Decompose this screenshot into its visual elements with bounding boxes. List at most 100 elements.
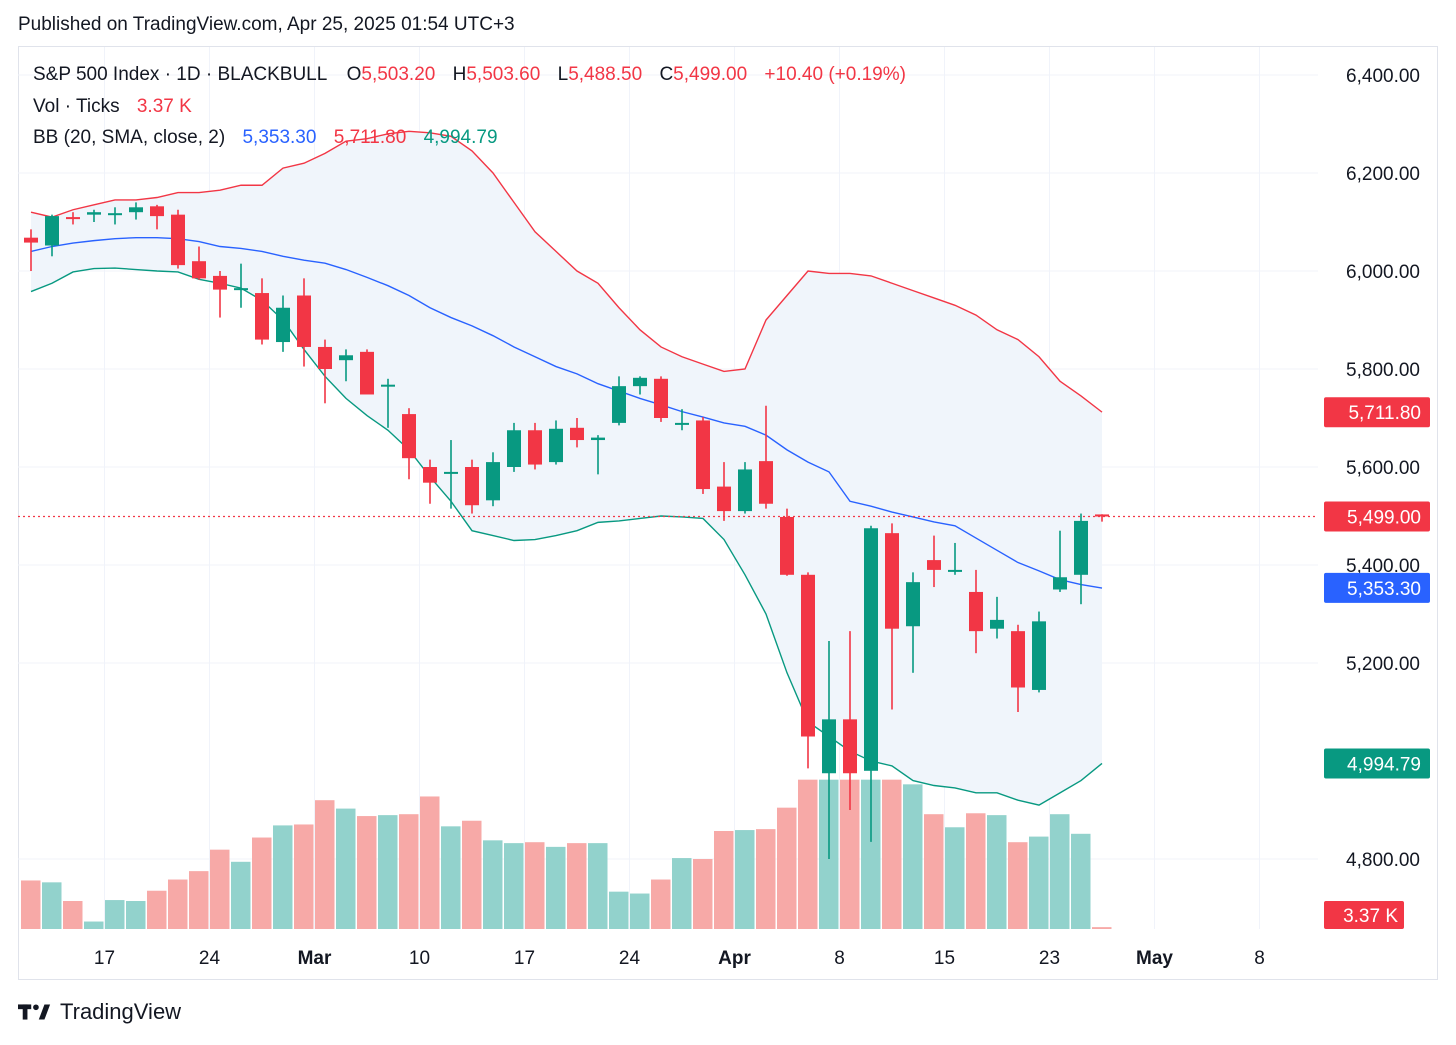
volume-bar: [609, 891, 629, 929]
volume-bar: [798, 779, 818, 929]
candle: [864, 525, 878, 842]
candle: [1074, 513, 1088, 605]
volume-bar: [525, 842, 545, 929]
price-badge-label: 4,994.79: [1347, 755, 1421, 776]
candle-body: [885, 533, 899, 629]
volume-bar: [126, 901, 146, 929]
candle-body: [150, 206, 164, 217]
bb-upper-value: 5,711.80: [333, 127, 407, 148]
candle: [633, 376, 647, 395]
candle-body: [192, 261, 206, 279]
volume-bar: [735, 830, 755, 929]
candle-body: [612, 386, 626, 423]
candle: [1095, 514, 1109, 522]
candle: [969, 569, 983, 654]
tradingview-brand[interactable]: TradingView: [18, 999, 181, 1025]
candle: [213, 271, 227, 318]
x-tick-label: 24: [199, 948, 221, 969]
price-badge-bg: [1324, 397, 1430, 428]
candle-body: [129, 207, 143, 213]
candle: [1011, 624, 1025, 712]
volume-value: 3.37 K: [136, 96, 192, 117]
candle: [675, 409, 689, 431]
candle-body: [402, 414, 416, 459]
candle: [66, 212, 80, 225]
volume-bar: [777, 807, 797, 929]
price-badge: 4,994.79: [1324, 748, 1430, 779]
candlesticks: [24, 202, 1109, 859]
candle-body: [948, 569, 962, 572]
bb-lower-line: [30, 267, 1103, 806]
published-line: Published on TradingView.com, Apr 25, 20…: [18, 14, 515, 35]
chart-frame: [18, 46, 1438, 980]
volume-bar: [966, 813, 986, 929]
candle: [360, 349, 374, 395]
volume-bar: [882, 779, 902, 929]
x-tick-label: 8: [834, 948, 845, 969]
candle: [108, 207, 122, 225]
candle-body: [381, 384, 395, 387]
volume-bar: [1071, 833, 1091, 929]
candle: [696, 417, 710, 494]
candle-body: [318, 346, 332, 369]
volume-bar: [651, 879, 671, 929]
candle-body: [507, 430, 521, 467]
price-badge-label: 5,499.00: [1347, 507, 1421, 528]
candle-body: [717, 486, 731, 512]
candle-body: [864, 528, 878, 771]
volume-bar: [189, 871, 209, 929]
candle: [1032, 611, 1046, 693]
price-badge-bg: [1324, 748, 1430, 779]
candle: [549, 420, 563, 465]
candle-body: [822, 719, 836, 774]
candle-body: [444, 471, 458, 474]
candle-body: [465, 467, 479, 506]
candle: [843, 631, 857, 810]
candle-body: [591, 437, 605, 441]
close-label: C: [659, 64, 674, 85]
candle: [339, 349, 353, 382]
candle: [87, 209, 101, 222]
candle-body: [1032, 621, 1046, 690]
volume-bar: [483, 840, 503, 929]
candle: [192, 246, 206, 280]
volume-bar: [945, 827, 965, 929]
x-tick-label: 17: [94, 948, 115, 969]
candle-body: [654, 378, 668, 418]
low-value: 5,488.50: [568, 64, 643, 85]
open-label: O: [346, 64, 362, 85]
symbol-label[interactable]: S&P 500 Index · 1D · BLACKBULL: [33, 64, 328, 85]
price-badges: 5,711.80 5,499.00 5,353.30 4,994.79 3.37 K: [1324, 397, 1430, 929]
volume-bar: [105, 900, 125, 929]
legend-volume: Vol · Ticks 3.37 K: [33, 96, 192, 118]
candle-body: [339, 355, 353, 361]
volume-label[interactable]: Vol · Ticks: [33, 96, 120, 117]
volume-bar: [21, 880, 41, 929]
volume-bar: [1050, 814, 1070, 929]
y-tick-label: 4,800.00: [1346, 850, 1420, 871]
x-tick-label: Apr: [718, 948, 751, 969]
volume-bar: [357, 816, 377, 929]
bb-label[interactable]: BB (20, SMA, close, 2): [33, 127, 226, 148]
price-axis: 4,800.00 5,200.00 5,400.00 5,600.00 5,800.00…: [1346, 66, 1420, 871]
volume-bar: [861, 779, 881, 929]
candle: [990, 596, 1004, 639]
candle: [780, 508, 794, 576]
candle-body: [528, 430, 542, 465]
x-tick-label: 15: [934, 948, 955, 969]
volume-bar: [294, 824, 314, 929]
price-badge: 5,499.00: [1324, 501, 1430, 532]
volume-bar: [1008, 842, 1028, 929]
candle-body: [696, 420, 710, 490]
candle-body: [213, 275, 227, 290]
candle-body: [234, 288, 248, 291]
volume-bar: [924, 814, 944, 929]
volume-bar: [441, 826, 461, 929]
candle-body: [927, 560, 941, 570]
price-badge-bg: [1324, 572, 1430, 603]
candle: [948, 542, 962, 575]
price-badge: 5,711.80: [1324, 397, 1430, 428]
volume-bar: [903, 784, 923, 929]
y-tick-label: 5,200.00: [1346, 654, 1420, 675]
